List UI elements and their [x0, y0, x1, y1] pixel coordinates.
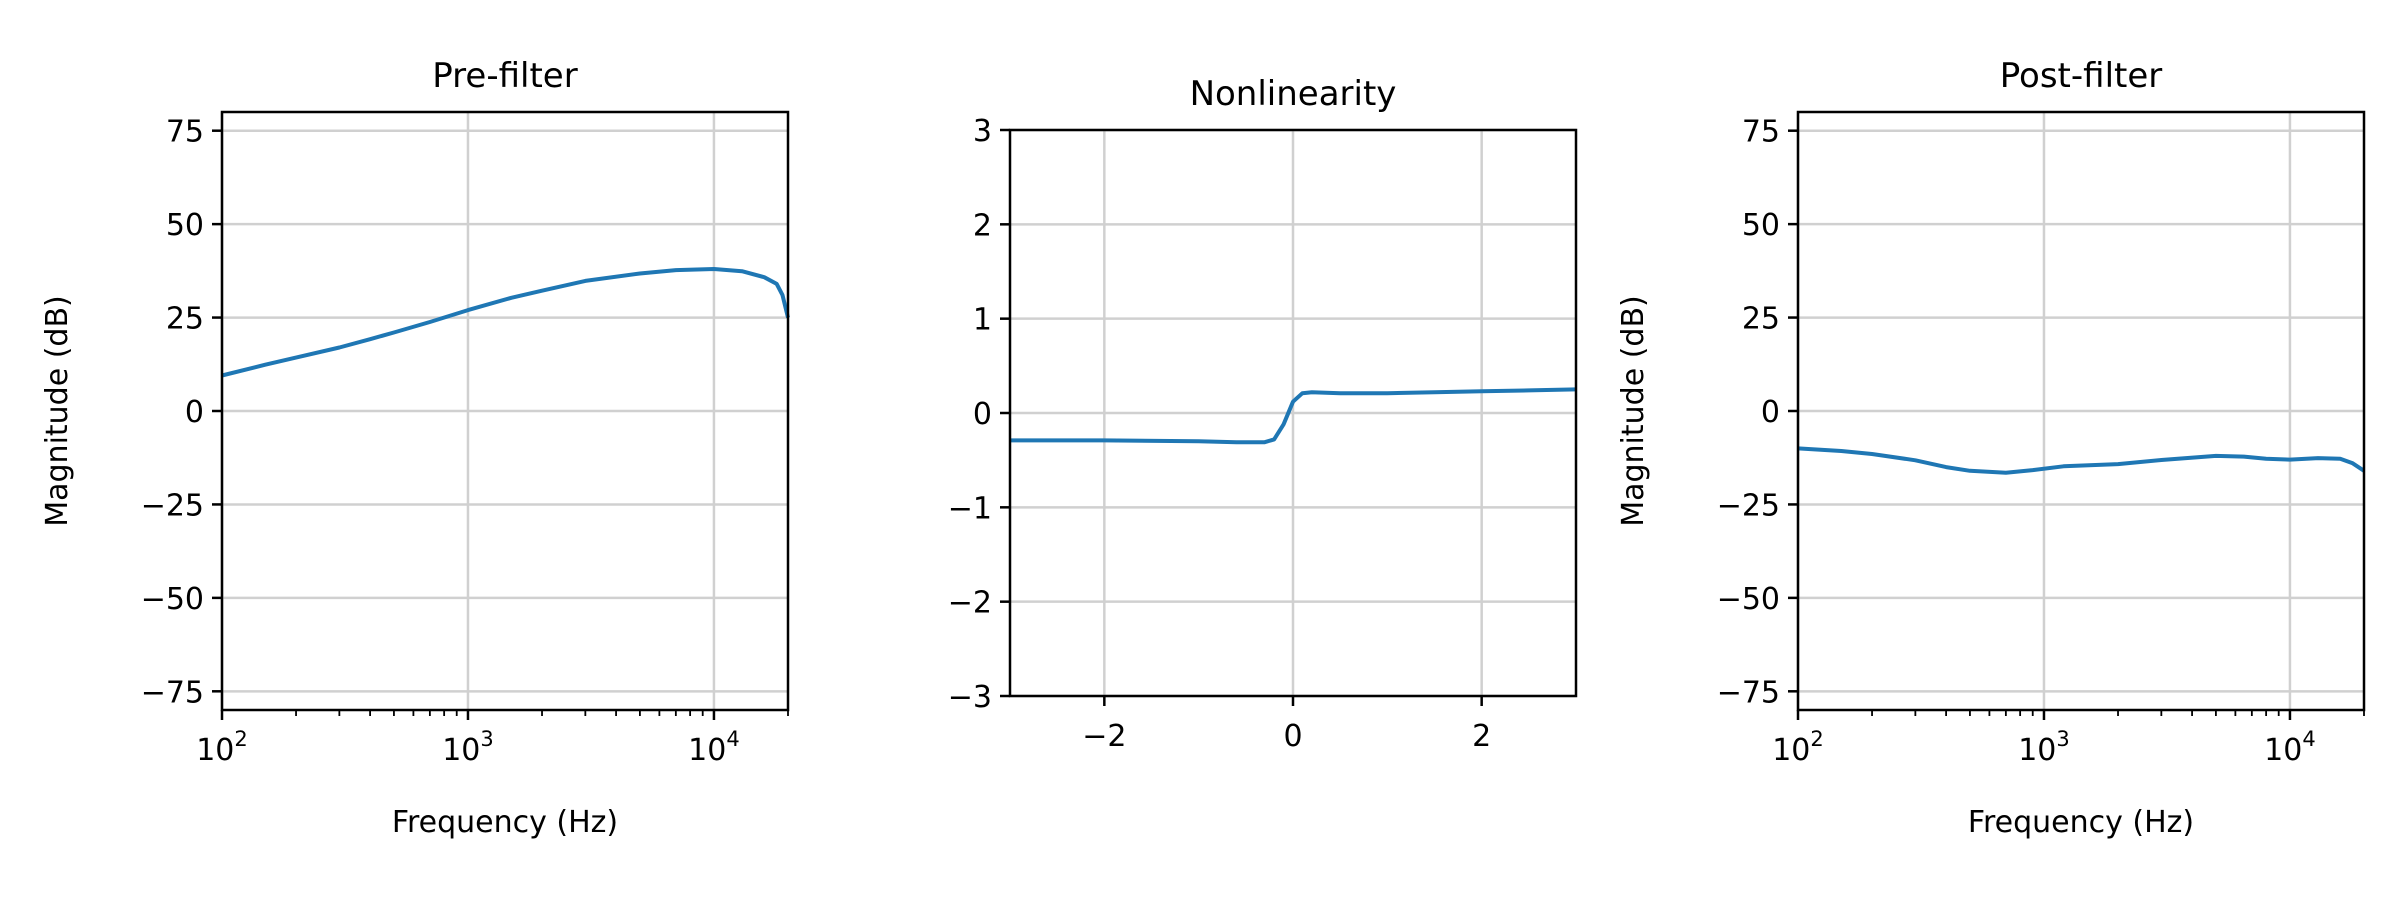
post-filter-x-tick-label: 103	[2018, 727, 2070, 768]
post-filter-x-tick-label: 102	[1772, 727, 1824, 768]
pre-filter-y-tick-label: −75	[141, 675, 204, 710]
nonlinearity-y-tick-label: −2	[948, 586, 992, 621]
nonlinearity-y-tick-label: 1	[973, 303, 992, 338]
post-filter-y-tick-label: 50	[1742, 208, 1780, 243]
pre-filter-y-tick-label: 0	[185, 395, 204, 430]
nonlinearity-y-tick-label: −1	[948, 491, 992, 526]
post-filter-y-tick-label: −50	[1717, 582, 1780, 617]
pre-filter-y-tick-label: 25	[166, 302, 204, 337]
nonlinearity-y-tick-label: 2	[973, 208, 992, 243]
pre-filter-x-tick-label: 104	[688, 727, 740, 768]
post-filter-panel: 75 50 25 0 −25 −50 −75 102 103 104 Post-filter Freq…	[1616, 56, 2366, 840]
post-filter-y-tick-label: 25	[1742, 302, 1780, 337]
post-filter-x-tick-label: 104	[2264, 727, 2316, 768]
pre-filter-panel: 75 50 25 0 −25 −50 −75 102 103 104 Pre-filter Frequ…	[40, 56, 790, 840]
nonlinearity-x-tick-label: 2	[1472, 719, 1491, 754]
nonlinearity-series-line	[1010, 387, 1577, 445]
pre-filter-title: Pre-filter	[432, 56, 577, 96]
pre-filter-y-tick-label: −50	[141, 582, 204, 617]
post-filter-y-tick-label: −75	[1717, 675, 1780, 710]
post-filter-y-axis-label: Magnitude (dB)	[1616, 295, 1651, 527]
nonlinearity-y-tick-label: 0	[973, 397, 992, 432]
pre-filter-x-tick-label: 103	[442, 727, 494, 768]
nonlinearity-y-tick-label: −3	[948, 680, 992, 715]
post-filter-series-line	[1797, 446, 2366, 475]
pre-filter-y-tick-label: −25	[141, 488, 204, 523]
nonlinearity-panel: 3 2 1 0 −1 −2 −3 −2 0 2 Nonlinearity	[948, 74, 1578, 754]
nonlinearity-x-tick-label: 0	[1283, 719, 1302, 754]
post-filter-y-tick-label: 0	[1761, 395, 1780, 430]
nonlinearity-y-tick-label: 3	[973, 114, 992, 149]
post-filter-y-tick-label: −25	[1717, 488, 1780, 523]
pre-filter-x-tick-label: 102	[196, 727, 248, 768]
pre-filter-y-tick-label: 50	[166, 208, 204, 243]
post-filter-x-axis-label: Frequency (Hz)	[1968, 805, 2194, 840]
pre-filter-x-axis-label: Frequency (Hz)	[392, 805, 618, 840]
nonlinearity-x-tick-label: −2	[1082, 719, 1126, 754]
pre-filter-y-tick-label: 75	[166, 115, 204, 150]
nonlinearity-title: Nonlinearity	[1190, 74, 1397, 114]
pre-filter-y-axis-label: Magnitude (dB)	[40, 295, 75, 527]
pre-filter-series-line	[221, 267, 790, 378]
post-filter-title: Post-filter	[2000, 56, 2163, 96]
post-filter-y-tick-label: 75	[1742, 115, 1780, 150]
